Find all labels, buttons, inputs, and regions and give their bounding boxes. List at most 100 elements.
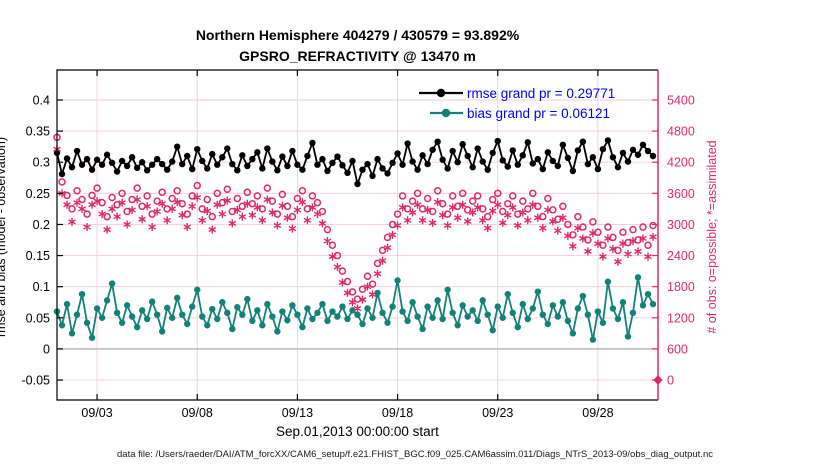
- chart-title-line1: Northern Hemisphere 404279 / 430579 = 93…: [195, 27, 520, 43]
- bias-series-point: [133, 323, 141, 331]
- rmse-series-point: [474, 145, 481, 152]
- rmse-series-point: [118, 157, 126, 165]
- rmse-legend-marker-icon: [419, 88, 463, 98]
- rmse-series-point: [314, 161, 321, 168]
- x-tick-label: 09/08: [182, 406, 213, 420]
- rmse-series-point: [579, 138, 587, 145]
- rmse-series-point: [194, 145, 201, 153]
- bias-series-point: [519, 300, 526, 308]
- possible-obs-circle: [529, 189, 537, 198]
- x-tick-label: 09/23: [482, 406, 513, 420]
- bias-series-point: [554, 313, 562, 320]
- rmse-series-point: [439, 156, 446, 163]
- possible-obs-circle: [113, 200, 121, 209]
- bias-series-point: [474, 317, 481, 325]
- right-tick-label: 2400: [667, 249, 695, 263]
- rmse-series-point: [619, 149, 627, 157]
- bias-series-point: [369, 314, 376, 321]
- bias-series-point: [153, 311, 161, 318]
- rmse-series-point: [83, 155, 91, 163]
- rmse-series-point: [179, 160, 186, 168]
- bias-series-point: [108, 280, 116, 287]
- bias-series-point: [179, 311, 186, 318]
- bias-series-point: [524, 315, 531, 323]
- left-tick-label: 0.05: [26, 311, 50, 325]
- possible-obs-circle: [463, 206, 472, 214]
- rmse-series-point: [599, 145, 607, 153]
- bias-series-point: [88, 334, 96, 341]
- x-tick-label: 09/03: [81, 406, 112, 420]
- bias-series-point: [489, 327, 496, 334]
- bias-series-point: [564, 317, 572, 325]
- rmse-series-point: [279, 153, 286, 160]
- rmse-series-point: [88, 166, 96, 173]
- bias-series-point: [534, 288, 541, 295]
- rmse-series-point: [158, 160, 166, 168]
- possible-obs-circle: [308, 192, 317, 200]
- bias-series-point: [143, 315, 151, 323]
- rmse-series-point: [534, 155, 541, 163]
- rmse-series-point: [324, 167, 331, 175]
- possible-obs-circle: [338, 267, 347, 275]
- possible-obs-circle: [108, 193, 116, 202]
- rmse-series-point: [309, 139, 316, 147]
- rmse-series-point: [374, 155, 381, 163]
- legend-row-bias: bias grand pr = 0.06121: [418, 103, 615, 123]
- bias-series-point: [354, 311, 361, 318]
- bias-series-point: [609, 305, 617, 312]
- legend-label-rmse: rmse grand pr = 0.29771: [467, 85, 616, 101]
- possible-obs-circle: [88, 191, 96, 200]
- rmse-series-point: [389, 159, 396, 167]
- possible-obs-circle: [78, 195, 86, 204]
- rmse-series-point: [219, 154, 226, 161]
- bias-series-point: [649, 300, 657, 308]
- possible-obs-circle: [644, 241, 652, 249]
- bias-series-point: [509, 309, 516, 317]
- bias-series-point: [439, 315, 446, 323]
- rmse-series-point: [163, 166, 171, 173]
- left-tick-label: -0.05: [22, 374, 51, 388]
- rmse-series-point: [604, 137, 612, 144]
- possible-obs-circle: [519, 197, 527, 205]
- possible-obs-circle: [168, 194, 176, 203]
- possible-obs-circle: [233, 194, 242, 203]
- possible-obs-circle: [238, 202, 247, 211]
- rmse-series-point: [479, 158, 486, 165]
- bias-series-point: [289, 302, 296, 309]
- possible-obs-circle: [383, 233, 392, 242]
- rmse-series-point: [524, 139, 531, 146]
- data-file-path: data file: /Users/raeder/DAI/ATM_forcXX/…: [117, 449, 713, 460]
- possible-obs-circle: [363, 272, 372, 281]
- bias-series-point: [184, 320, 191, 328]
- bias-series-point: [599, 319, 607, 326]
- possible-obs-circle: [173, 186, 181, 195]
- bias-series-point: [494, 303, 501, 310]
- bias-series-point: [63, 300, 71, 308]
- possible-obs-circle: [423, 194, 432, 203]
- possible-obs-circle: [393, 210, 402, 218]
- possible-obs-circle: [158, 188, 166, 197]
- bias-series-point: [364, 305, 371, 312]
- possible-obs-circle: [373, 259, 382, 268]
- rmse-series-point: [499, 157, 506, 164]
- possible-obs-circle: [639, 223, 647, 231]
- rmse-series-point: [639, 141, 647, 148]
- bias-series-point: [199, 313, 206, 320]
- rmse-series-point: [414, 166, 421, 173]
- possible-obs-circle: [498, 207, 507, 216]
- chart-title-line2: GPSRO_REFRACTIVITY @ 13470 m: [239, 48, 476, 64]
- legend-row-rmse: rmse grand pr = 0.29771: [418, 83, 615, 103]
- bias-series-point: [189, 303, 196, 310]
- rmse-series-point: [249, 155, 256, 163]
- rmse-series-point: [264, 145, 271, 152]
- rmse-series-point: [399, 161, 406, 168]
- bias-series-point: [68, 330, 76, 337]
- rmse-series-point: [138, 159, 146, 166]
- rmse-series-point: [484, 166, 491, 173]
- possible-obs-circle: [368, 280, 377, 288]
- possible-obs-circle: [448, 192, 457, 200]
- rmse-series-point: [274, 167, 281, 174]
- possible-obs-circle: [213, 189, 222, 198]
- bias-series-point: [299, 323, 306, 331]
- rmse-series-point: [63, 155, 71, 162]
